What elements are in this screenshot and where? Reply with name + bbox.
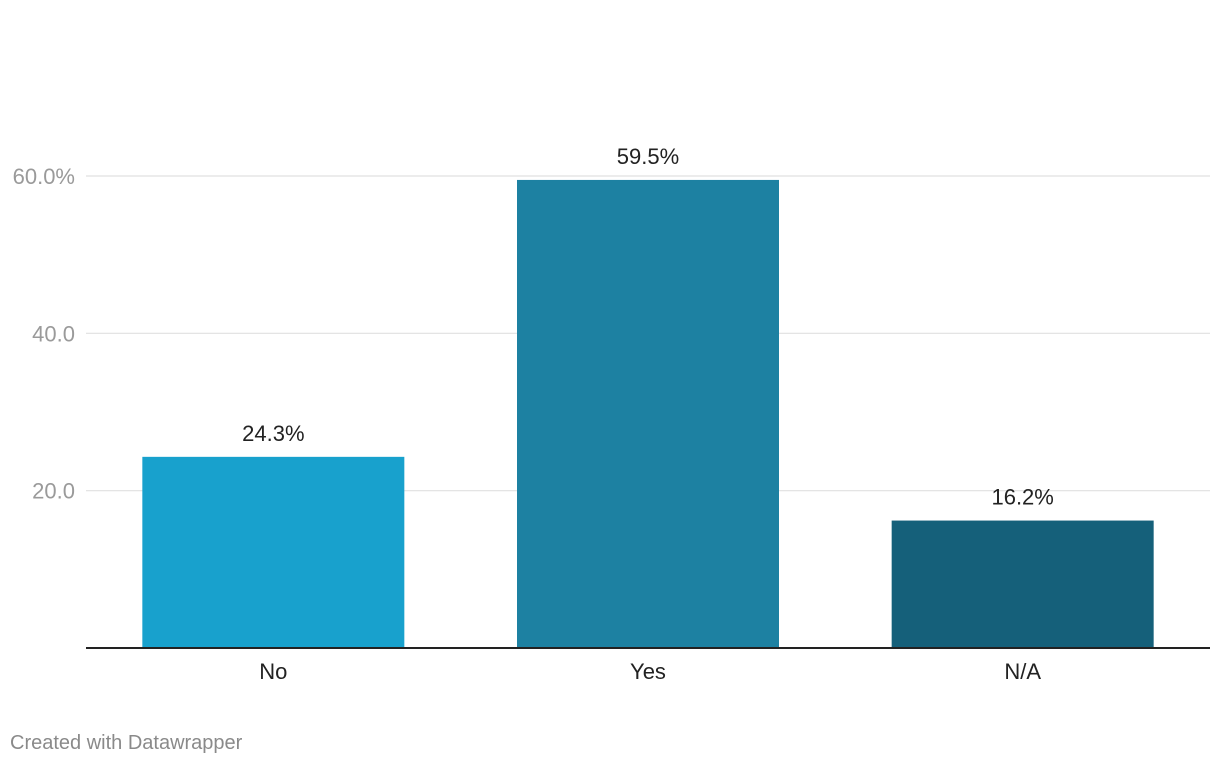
credit-text: Created with Datawrapper	[10, 732, 243, 754]
y-tick-label: 40.0	[32, 321, 75, 346]
x-tick-label: Yes	[630, 659, 666, 684]
x-tick-label: N/A	[1004, 659, 1041, 684]
y-tick-label: 20.0	[32, 479, 75, 504]
y-tick-label: 60.0%	[13, 164, 75, 189]
data-label: 59.5%	[617, 144, 679, 169]
bar	[891, 520, 1154, 648]
bar	[517, 179, 779, 648]
x-tick-label: No	[259, 659, 287, 684]
data-label: 24.3%	[242, 421, 304, 446]
data-label: 16.2%	[991, 485, 1053, 510]
bar	[142, 456, 405, 648]
